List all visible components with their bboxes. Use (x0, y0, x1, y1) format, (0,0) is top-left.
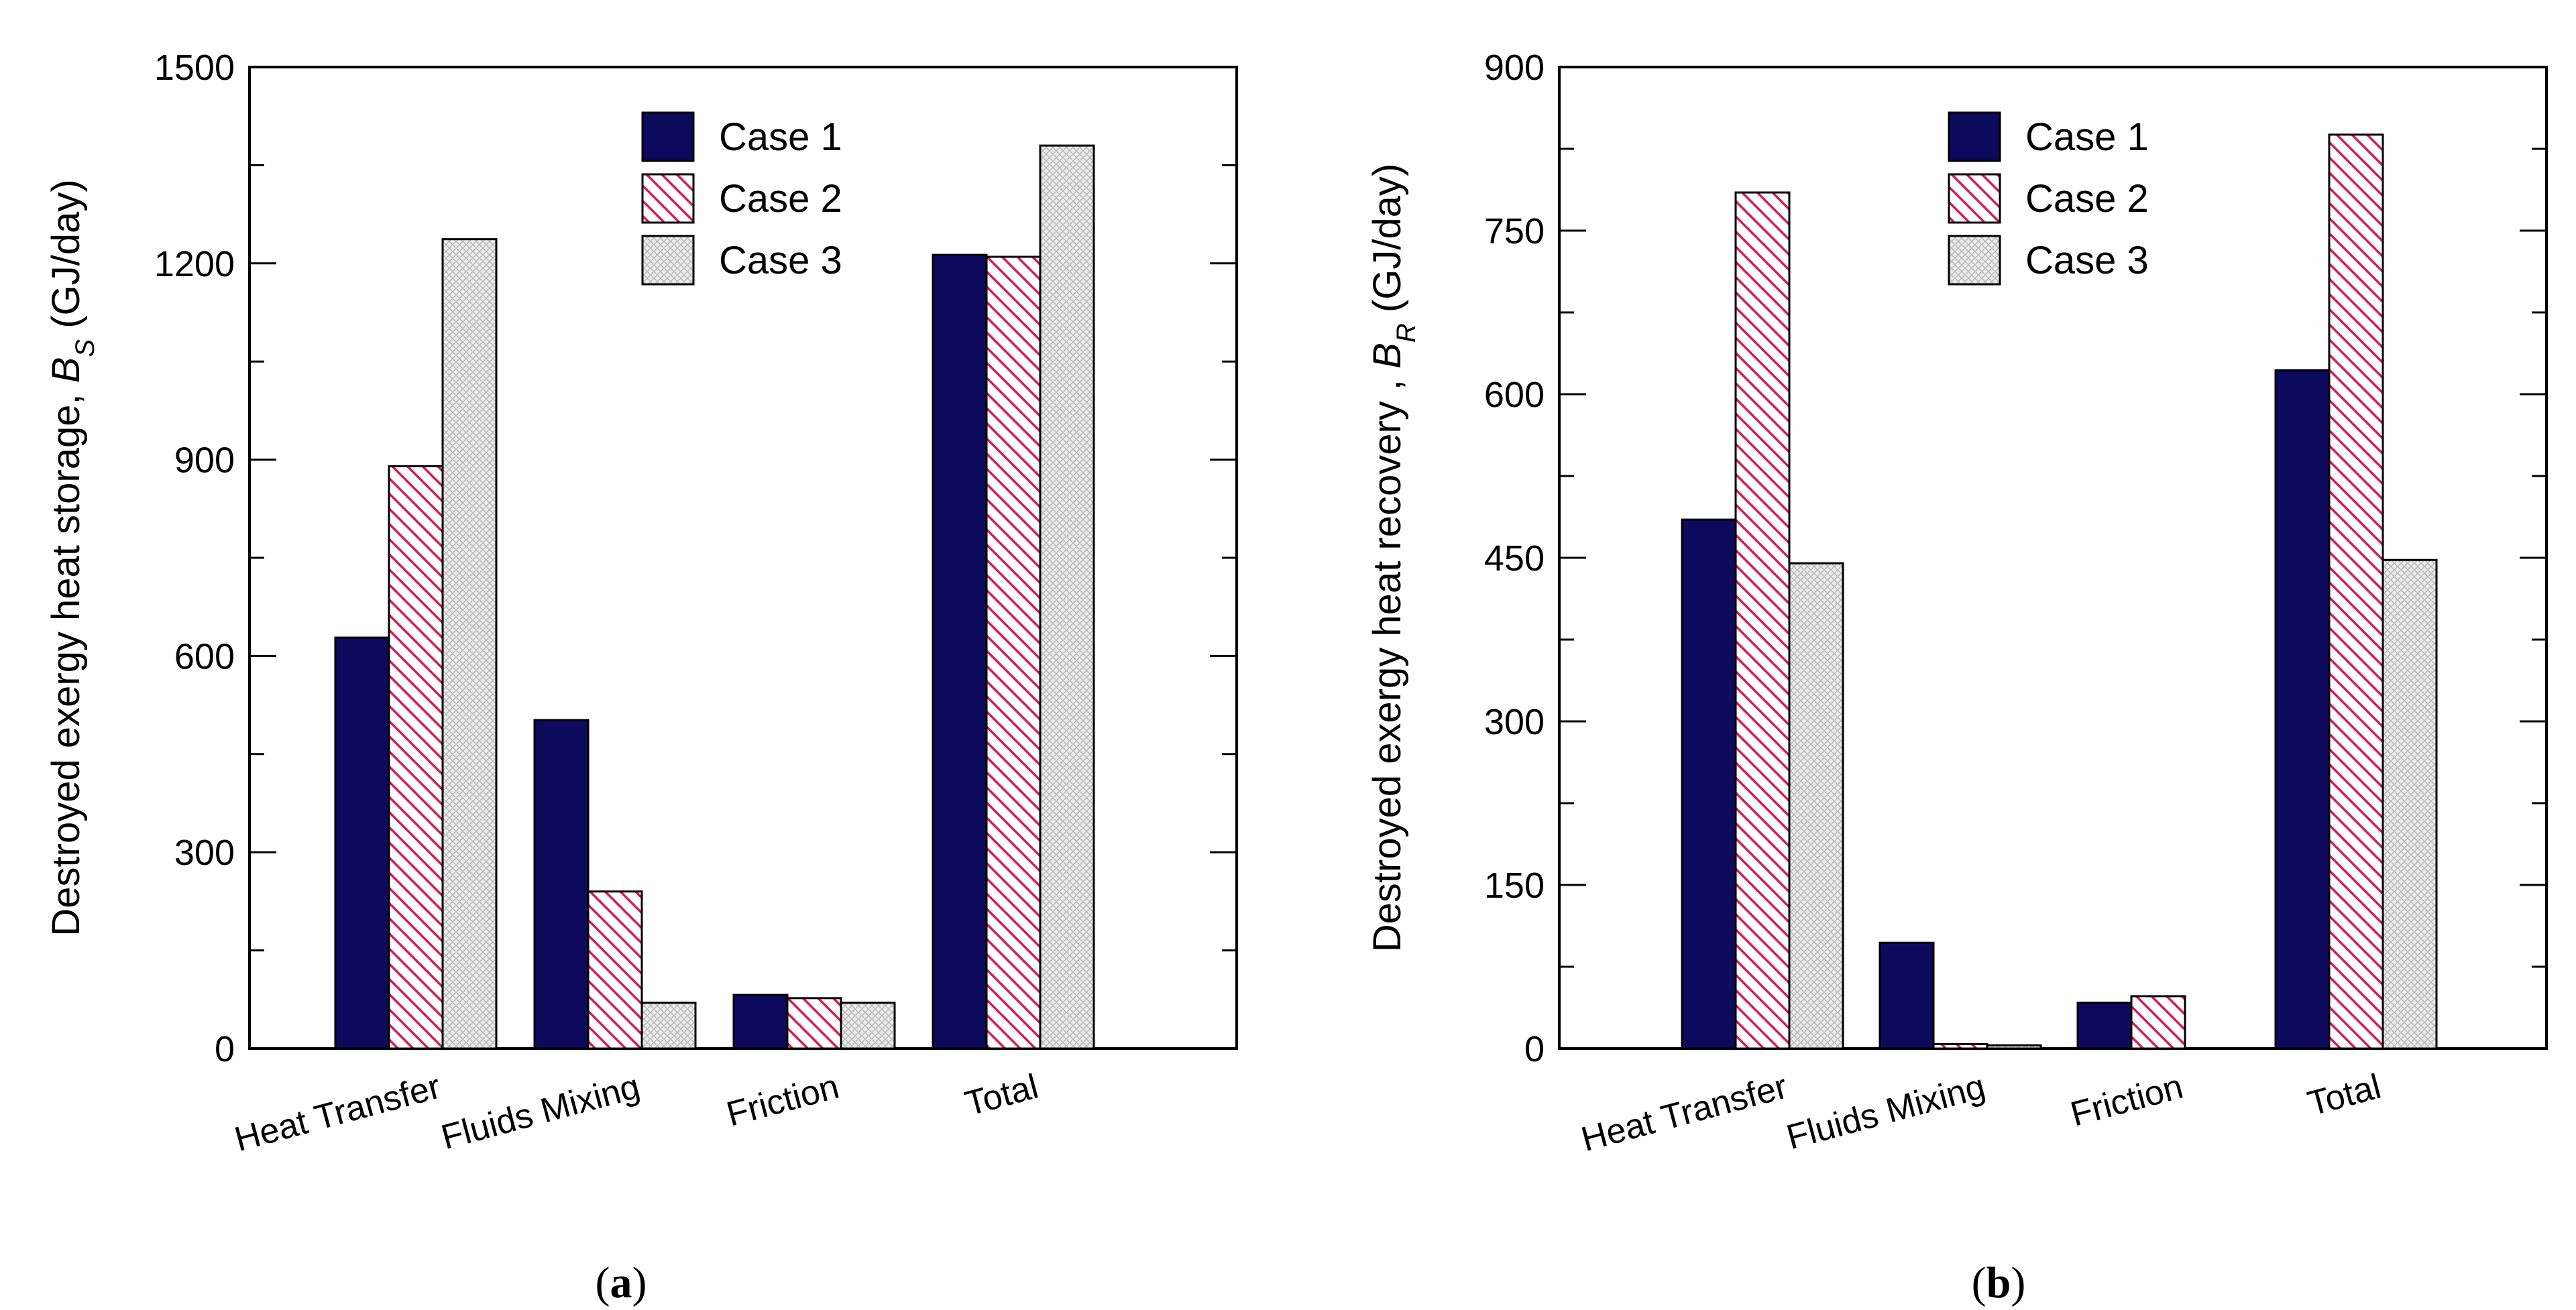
x-category-label: Fluids Mixing (1783, 1067, 1989, 1158)
x-category-label: Fluids Mixing (437, 1067, 644, 1158)
legend-label: Case 2 (719, 177, 842, 221)
legend-label: Case 1 (719, 115, 842, 159)
y-tick-label: 600 (1484, 375, 1545, 415)
y-tick-label: 300 (174, 833, 235, 873)
y-tick-label: 600 (174, 636, 235, 676)
bar-case-2 (388, 465, 444, 1050)
bar-case-1 (533, 719, 590, 1050)
x-category-label: Heat Transfer (1577, 1067, 1791, 1160)
legend-label: Case 3 (719, 239, 842, 282)
bar-case-1 (1681, 518, 1737, 1050)
panel-label-open: ( (1972, 1258, 1986, 1307)
legend-swatch (641, 111, 695, 162)
bar-case-1 (932, 253, 988, 1050)
y-axis-label: Destroyed exergy heat recovery , BR (GJ/… (1365, 164, 1421, 952)
x-category-label: Friction (722, 1067, 843, 1134)
y-axis-label-var: B (1365, 343, 1409, 369)
bar-case-1 (732, 994, 789, 1050)
y-tick-label: 1500 (154, 48, 235, 88)
y-axis-label-prefix: Destroyed exergy heat storage, (44, 383, 88, 936)
legend-swatch (1948, 235, 2001, 286)
bar-case-1 (2274, 369, 2331, 1050)
x-category-label: Total (961, 1067, 1042, 1124)
chart-panel-b: 0 150 300 450 600 750 900 Heat TransferFluids … (1365, 48, 2548, 1307)
y-tick-label: 150 (1484, 866, 1545, 906)
y-tick-label: 900 (174, 440, 235, 481)
panel-label: (a) (596, 1258, 647, 1307)
legend-label: Case 1 (2025, 115, 2149, 159)
legend-label: Case 2 (2025, 177, 2149, 221)
legend-swatch (641, 235, 695, 286)
legend-swatch (1948, 111, 2001, 162)
bar-case-3 (1788, 562, 1844, 1050)
bar-case-2 (2328, 133, 2384, 1050)
bar-case-1 (2076, 1002, 2133, 1050)
bar-case-2 (786, 997, 842, 1050)
y-axis-label: Destroyed exergy heat storage, BS (GJ/da… (44, 179, 100, 936)
bar-case-3 (1986, 1044, 2042, 1050)
x-category-label: Heat Transfer (231, 1067, 445, 1160)
y-tick-label: 0 (1524, 1029, 1545, 1069)
bar-case-3 (2382, 558, 2438, 1050)
bar-case-1 (1879, 941, 1935, 1050)
y-tick-label: 300 (1484, 702, 1545, 742)
panel-label-close: ) (2011, 1258, 2025, 1307)
y-axis-label-sub: S (70, 339, 100, 357)
y-axis-label-suffix: (GJ/day) (44, 179, 88, 339)
bar-case-2 (985, 255, 1042, 1050)
bar-case-3 (1039, 144, 1095, 1050)
bar-case-1 (334, 636, 390, 1050)
y-tick-label: 1200 (154, 244, 235, 284)
y-axis-label-suffix: (GJ/day) (1365, 164, 1409, 324)
panel-label-letter: a (610, 1258, 632, 1307)
y-axis-label-sub: R (1392, 323, 1421, 343)
bar-case-2 (1932, 1043, 1989, 1050)
panel-label: (b) (1972, 1258, 2026, 1307)
legend-swatch (1948, 173, 2001, 224)
bar-case-3 (441, 238, 498, 1050)
y-tick-label: 0 (215, 1029, 235, 1069)
bar-case-2 (2130, 995, 2186, 1050)
y-tick-label: 750 (1484, 211, 1545, 251)
bar-case-3 (640, 1002, 697, 1050)
panel-label-letter: b (1986, 1258, 2011, 1307)
y-tick-label: 450 (1484, 538, 1545, 579)
legend-swatch (641, 173, 695, 224)
y-tick-label: 900 (1484, 48, 1545, 88)
bar-case-2 (587, 890, 643, 1050)
legend-label: Case 3 (2025, 239, 2149, 282)
x-category-label: Friction (2066, 1067, 2187, 1134)
y-axis-label-prefix: Destroyed exergy heat recovery , (1365, 369, 1409, 952)
panel-label-close: ) (632, 1258, 647, 1307)
bar-case-2 (1734, 191, 1791, 1050)
x-category-label: Total (2304, 1067, 2385, 1124)
y-axis-label-var: B (44, 357, 88, 383)
panel-label-open: ( (596, 1258, 610, 1307)
bar-case-3 (840, 1002, 896, 1050)
